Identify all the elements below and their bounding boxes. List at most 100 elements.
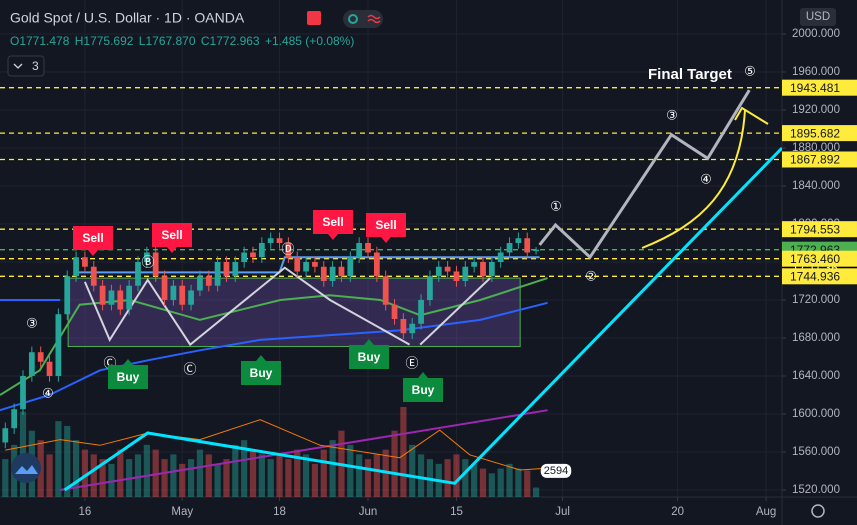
high-value: H1775.692 [75,34,134,48]
annotation: ② [585,268,597,283]
volume-bar [524,470,531,497]
candle-body [533,249,539,252]
volume-bar [64,425,71,497]
candle-body [515,238,522,243]
candle-body [135,261,141,286]
signal-label: Buy [412,383,435,397]
flag-icon[interactable] [307,11,321,25]
signal-label: Buy [117,370,140,384]
candle-body [471,261,478,267]
axes: 1520.000 1560.000 1600.000 1640.000 1680.000… [79,28,857,518]
candle-body [382,276,389,305]
signal-label: Sell [82,231,103,245]
level-label: 1895.682 [790,126,840,140]
currency-label: USD [806,11,830,23]
x-tick-label: 16 [79,506,92,518]
volume-bar [249,449,257,497]
currency-box[interactable] [800,8,836,26]
candle-body [294,257,301,272]
candle-body [2,428,9,443]
annotation: Ⓔ [405,355,418,370]
level-label: 1794.553 [790,222,840,236]
volume-bar [99,459,106,497]
candle-body [409,323,416,334]
volume-bar [72,440,80,497]
volume-bar [152,449,159,497]
volume-bar [294,449,301,497]
signal-flag [403,372,443,402]
signal-label: Buy [250,366,273,380]
volume-bar [108,463,115,497]
volume-bar [302,454,310,497]
logo [11,453,41,483]
y-tick-label: 1880.000 [792,142,840,154]
volume-bar [471,463,478,497]
volume-bar [46,454,53,497]
candle-body [391,304,398,319]
volume-bar [55,421,62,497]
candle-body [400,318,407,334]
candle-body [435,266,442,277]
level-label-box [782,79,857,96]
candle-body [73,257,79,277]
y-tick-label: 1960.000 [792,66,840,78]
candle-body [11,409,18,429]
candle-body [232,261,239,277]
candle-body [188,290,194,305]
candle-body [99,285,106,305]
volume-bar [497,468,504,497]
volume-bar [329,440,336,497]
level-label-box [782,151,857,168]
annotation: ① [550,198,562,213]
volume-bar [81,449,89,497]
candle-body [373,252,380,277]
volume-bar [356,454,363,497]
settings-icon[interactable] [811,504,825,518]
badge [540,463,572,478]
y-tick-label: 1840.000 [792,180,840,192]
candle-body [338,266,345,277]
signal-flag [108,359,148,389]
y-tick-label: 1720.000 [792,294,840,306]
candle-body [462,266,469,281]
annotation: ④ [700,171,712,186]
candle-body [161,276,168,300]
volume-bar [161,459,168,497]
candle-body [170,285,177,300]
level-label: 1943.481 [790,81,840,95]
volume-bar [444,459,451,497]
volume-bar [532,487,540,497]
indicator-count: 3 [32,59,39,73]
x-tick-label: 15 [450,506,463,518]
volume-bar [515,468,522,497]
candle-body [197,276,203,291]
x-tick-label: Aug [756,506,776,518]
candle-body [28,352,35,376]
volume-bar [462,459,469,497]
candle-body [223,261,230,277]
volume-bar [232,444,239,497]
x-tick-label: Jul [555,506,570,518]
candle-body [303,261,309,272]
x-tick-label: 18 [273,506,286,518]
volume-bar [267,459,274,497]
volume-bar [373,454,380,497]
candle-body [488,261,495,277]
candle-body [267,238,274,243]
y-tick-label: 2000.000 [792,28,840,40]
overlay-line [0,277,548,396]
level-label: 1744.936 [790,269,840,283]
candle-body [82,257,88,267]
chart-title: Gold Spot / U.S. Dollar · 1D · OANDA [10,10,245,26]
volume-bar [170,454,177,497]
candle-body [418,299,424,324]
signal-label: Sell [161,228,182,242]
candle-body [524,238,531,253]
level-label-box [782,221,857,238]
logo-icon [15,465,38,474]
candle-body [108,290,115,305]
overlay-line [60,409,548,491]
overlay-line [63,146,782,492]
level-label-box [782,125,857,142]
indicator-toggle[interactable] [7,55,45,77]
